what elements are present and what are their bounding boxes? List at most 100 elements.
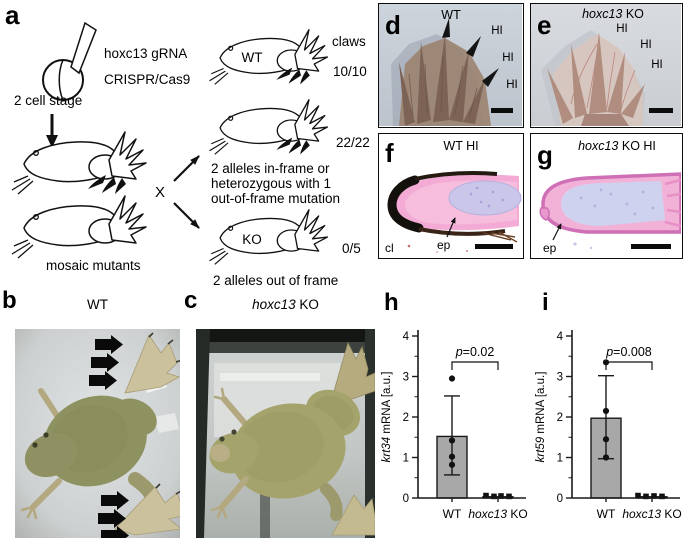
hi-label-3: HI	[651, 59, 663, 71]
panel-d-letter: d	[385, 10, 401, 40]
panel-c-photo	[196, 329, 375, 538]
hi-label-2: HI	[640, 39, 652, 51]
data-point	[659, 493, 665, 500]
het-desc-line3: out-of-frame mutation	[211, 191, 340, 206]
ko-frog-photo-body	[209, 341, 375, 536]
embryo-injection-icon	[42, 21, 97, 101]
panel-e-letter: e	[537, 10, 551, 40]
ko-foot	[547, 32, 645, 126]
wt-frog-label: WT	[242, 50, 263, 65]
ko-desc: 2 alleles out of frame	[213, 273, 338, 288]
y-tick-label: 0	[557, 493, 563, 505]
data-point	[448, 453, 456, 460]
scale-bar	[631, 244, 671, 249]
wt-foot	[399, 18, 499, 126]
y-tick-label: 0	[403, 493, 409, 505]
panel-i-letter: i	[542, 289, 549, 316]
hi-label-2: HI	[502, 52, 514, 64]
y-tick-label: 4	[403, 331, 410, 343]
panel-e: e hoxc13 KO HI HI HI	[530, 3, 683, 128]
ko-claw-count: 0/5	[342, 241, 361, 256]
panel-a-letter: a	[5, 0, 20, 30]
significance-bracket	[451, 361, 499, 370]
wt-frog-photo-body	[20, 332, 180, 536]
y-tick-label: 1	[403, 453, 409, 465]
panel-f: f WT HI cl ep	[378, 133, 524, 259]
het-frog	[208, 99, 329, 155]
category-label: hoxc13 KO	[622, 507, 681, 521]
mosaic-label: mosaic mutants	[46, 258, 141, 273]
p-value-label: p=0.02	[455, 345, 495, 359]
het-desc-line1: 2 alleles in-frame or	[211, 161, 330, 176]
y-tick-label: 2	[557, 412, 563, 424]
cross-arrow-up-icon	[173, 155, 200, 182]
panel-h-letter: h	[384, 289, 399, 316]
hi-label-1: HI	[616, 23, 628, 35]
data-point	[602, 407, 610, 415]
data-point	[491, 493, 497, 500]
cas9-label: CRISPR/Cas9	[104, 72, 190, 87]
panel-b-title: WT	[87, 297, 108, 312]
hi-label-1: HI	[491, 25, 503, 37]
het-claw-count: 22/22	[336, 135, 370, 150]
ep-arrow	[446, 217, 456, 238]
krt59-bar-chart: 0 1 2 3 4 p=0.008 WT hoxc13 KO krt59 mRNA [a.u.]	[535, 330, 682, 521]
p-value-label: p=0.008	[605, 345, 652, 359]
data-point	[498, 493, 504, 499]
cross-arrow-down-icon	[173, 202, 200, 229]
scale-bar	[491, 108, 513, 113]
panel-a-schematic: a hoxc13 gRNA CRISPR/Cas9 2 cell stage m…	[5, 0, 370, 288]
significance-bracket	[605, 361, 653, 370]
panel-g: g hoxc13 KO HI ep	[530, 133, 683, 259]
data-point	[643, 493, 649, 500]
wt-claw-count: 10/10	[333, 64, 367, 79]
data-point	[448, 375, 456, 382]
scale-bar	[475, 244, 513, 249]
claw-annotation: cl	[385, 241, 394, 255]
panel-f-title: WT HI	[443, 139, 478, 153]
data-point	[483, 492, 489, 499]
y-tick-label: 3	[557, 372, 563, 384]
panel-f-letter: f	[385, 138, 394, 168]
y-tick-label: 4	[557, 331, 564, 343]
y-tick-label: 1	[557, 453, 563, 465]
krt34-bar-chart: 0 1 2 3 4 p=0.02 WT hoxc13 KO krt34 mRNA [a.u.]	[381, 330, 528, 521]
down-arrow-icon	[46, 114, 58, 148]
wt-frog	[208, 29, 329, 85]
ep-annotation: ep	[543, 241, 557, 255]
panel-b-photo	[15, 329, 180, 538]
data-point	[506, 493, 512, 500]
panel-e-title: hoxc13 KO	[582, 7, 644, 21]
data-point	[448, 437, 456, 444]
mosaic-frog-1	[11, 131, 147, 195]
ep-annotation: ep	[437, 238, 451, 252]
panel-g-title: hoxc13 KO HI	[578, 139, 656, 153]
mosaic-frog-2	[11, 195, 147, 259]
y-axis-label: krt34 mRNA [a.u.]	[381, 372, 393, 463]
y-tick-label: 3	[403, 372, 409, 384]
data-point	[602, 436, 610, 443]
category-label: WT	[597, 507, 616, 521]
data-point	[448, 461, 456, 468]
y-tick-label: 2	[403, 412, 409, 424]
panel-g-letter: g	[537, 140, 553, 170]
data-point	[651, 493, 657, 499]
panel-b-letter: b	[2, 287, 17, 314]
cross-symbol: X	[155, 184, 165, 201]
grna-label: hoxc13 gRNA	[104, 46, 187, 61]
data-point	[602, 454, 610, 461]
het-desc-line2: heterozygous with 1	[211, 176, 331, 191]
ko-digit-section	[539, 172, 681, 250]
ko-frog	[208, 209, 329, 265]
scale-bar	[649, 108, 673, 113]
panel-c-title: hoxc13 KO	[252, 297, 319, 312]
panel-c-letter: c	[184, 287, 198, 314]
data-point	[635, 492, 641, 499]
y-axis-label: krt59 mRNA [a.u.]	[535, 372, 547, 463]
panel-d-title: WT	[441, 8, 461, 22]
category-label: hoxc13 KO	[468, 507, 527, 521]
stage-label: 2 cell stage	[14, 93, 82, 108]
category-label: WT	[443, 507, 462, 521]
hi-label-3: HI	[506, 79, 518, 91]
wt-digit-section	[387, 171, 522, 253]
